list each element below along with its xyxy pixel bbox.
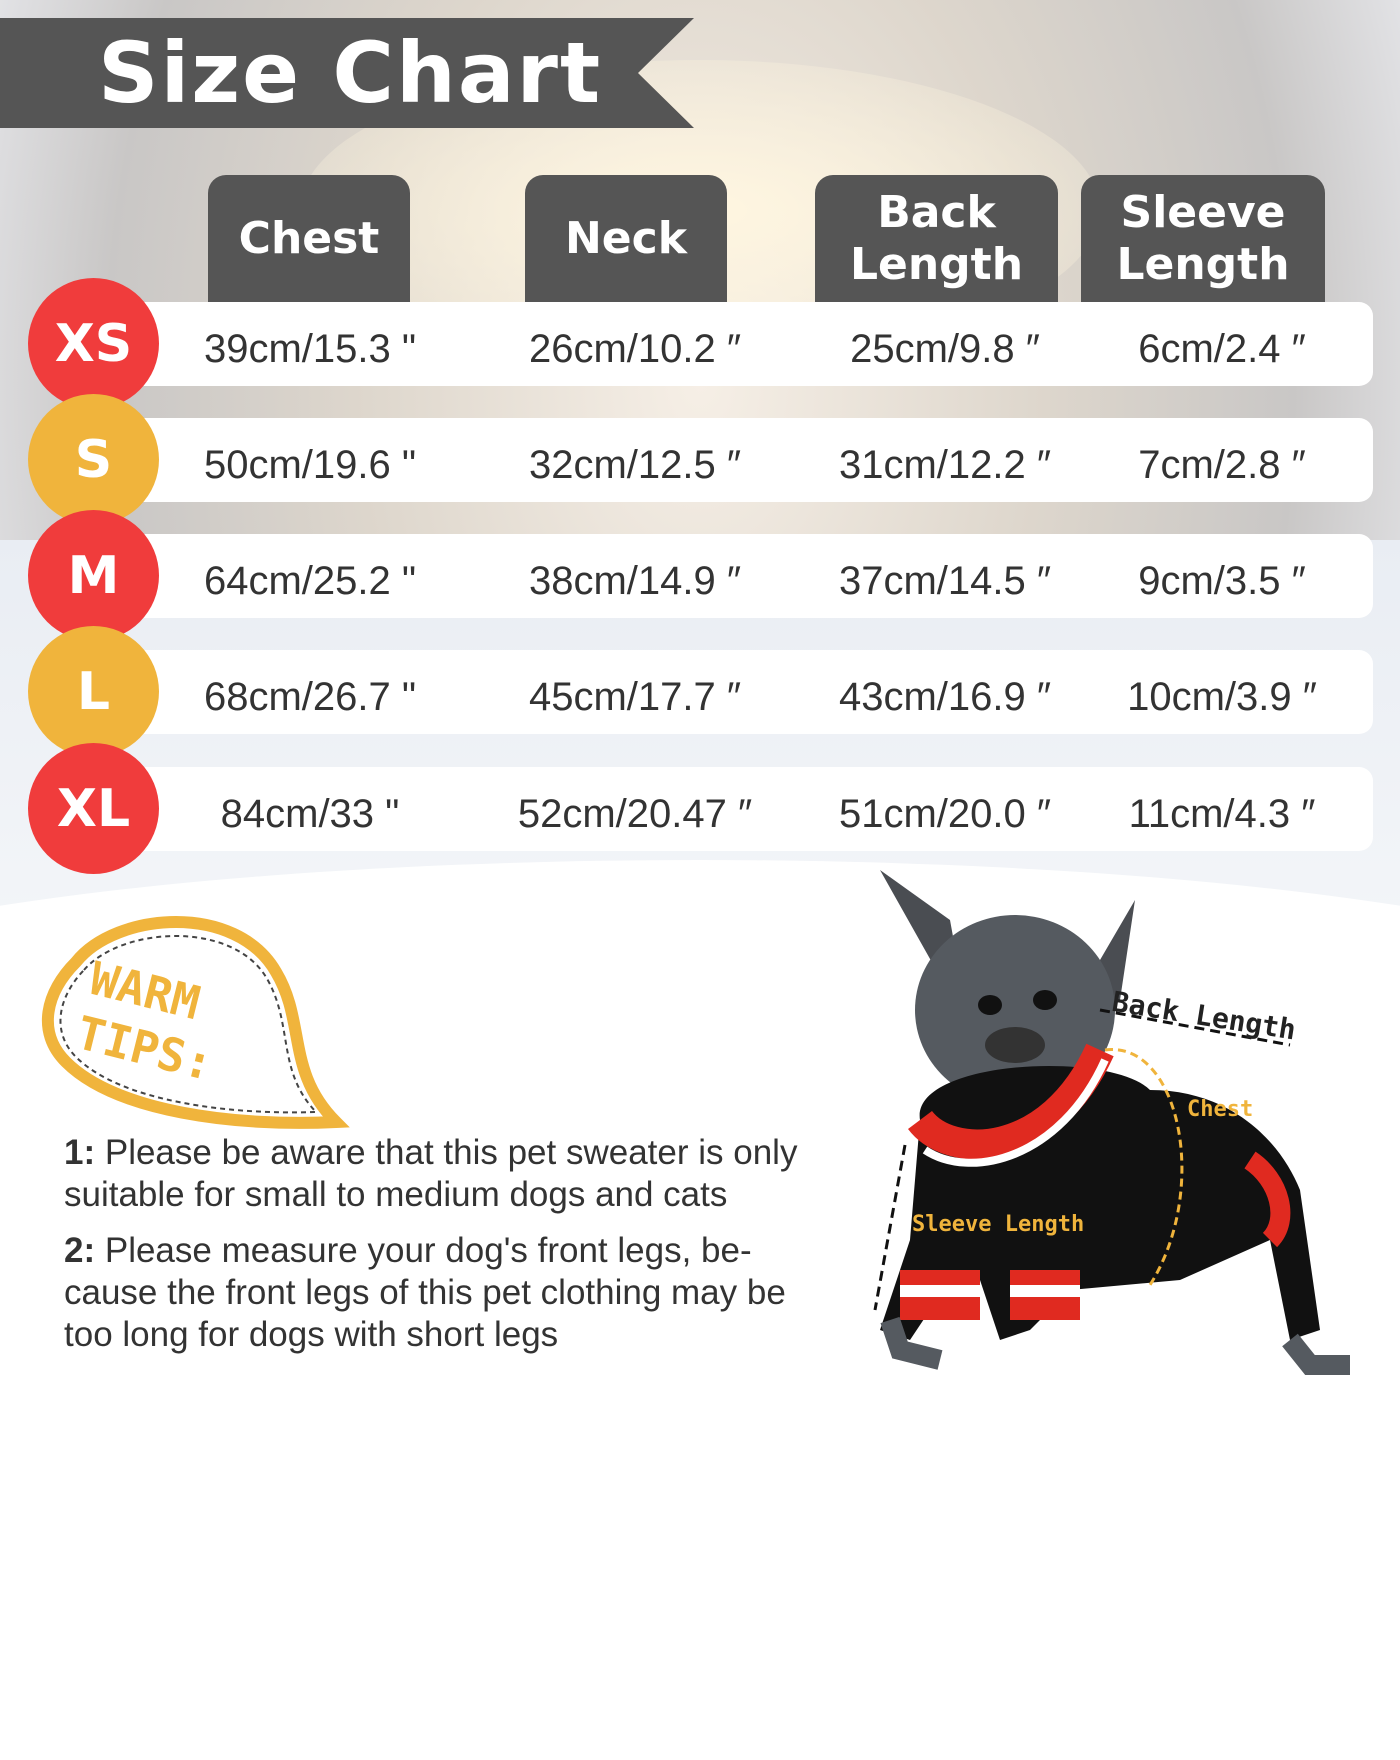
tip-text: Please measure your dog's front legs, be…	[64, 1231, 786, 1354]
table-row-s: 50cm/19.6 " 32cm/12.5 ″ 31cm/12.2 ″ 7cm/2.8…	[140, 418, 1373, 502]
cell-neck: 38cm/14.9 ″	[528, 559, 742, 603]
cell-back-length: 31cm/12.2 ″	[838, 443, 1052, 487]
size-badge-s: S	[28, 394, 159, 525]
tip-1: 1: Please be aware that this pet sweater…	[64, 1132, 854, 1216]
cell-chest: 50cm/19.6 "	[203, 443, 417, 487]
label-sleeve-length: Sleeve Length	[912, 1212, 1085, 1237]
cell-neck: 32cm/12.5 ″	[528, 443, 742, 487]
cell-neck: 45cm/17.7 ″	[528, 675, 742, 719]
table-row-xs: 39cm/15.3 " 26cm/10.2 ″ 25cm/9.8 ″ 6cm/2.4 …	[140, 302, 1373, 386]
table-row-m: 64cm/25.2 " 38cm/14.9 ″ 37cm/14.5 ″ 9cm/3.5…	[140, 534, 1373, 618]
cell-neck: 52cm/20.47 ″	[517, 792, 753, 836]
size-badge-xs: XS	[28, 278, 159, 409]
cell-chest: 64cm/25.2 "	[203, 559, 417, 603]
label-chest: Chest	[1187, 1097, 1254, 1122]
tip-text: Please be aware that this pet sweater is…	[64, 1133, 798, 1214]
tip-2: 2: Please measure your dog's front legs,…	[64, 1230, 824, 1356]
tip-number: 2:	[64, 1231, 96, 1270]
cell-back-length: 51cm/20.0 ″	[838, 792, 1052, 836]
size-badge-xl: XL	[28, 743, 159, 874]
cell-neck: 26cm/10.2 ″	[528, 327, 742, 371]
table-row-xl: 84cm/33 " 52cm/20.47 ″ 51cm/20.0 ″ 11cm/4.3…	[140, 767, 1373, 851]
column-header-neck: Neck	[525, 175, 727, 303]
size-badge-l: L	[28, 626, 159, 757]
cell-back-length: 43cm/16.9 ″	[838, 675, 1052, 719]
cell-chest: 68cm/26.7 "	[203, 675, 417, 719]
column-header-back-length: Back Length	[815, 175, 1058, 303]
column-header-sleeve-length: Sleeve Length	[1081, 175, 1325, 303]
tip-number: 1:	[64, 1133, 96, 1172]
cell-sleeve-length: 6cm/2.4 ″	[1138, 327, 1306, 371]
column-header-chest: Chest	[208, 175, 410, 303]
table-row-l: 68cm/26.7 " 45cm/17.7 ″ 43cm/16.9 ″ 10cm/3.…	[140, 650, 1373, 734]
cell-chest: 39cm/15.3 "	[203, 327, 417, 371]
tips-list: 1: Please be aware that this pet sweater…	[64, 1132, 854, 1356]
speech-bubble-icon	[41, 916, 350, 1129]
dog-in-sweater-illustration	[873, 870, 1350, 1375]
page-title: Size Chart	[98, 24, 603, 122]
title-banner	[0, 18, 694, 128]
cell-chest: 84cm/33 "	[220, 792, 400, 836]
cell-back-length: 37cm/14.5 ″	[838, 559, 1052, 603]
cell-sleeve-length: 9cm/3.5 ″	[1138, 559, 1306, 603]
cell-sleeve-length: 11cm/4.3 ″	[1128, 792, 1316, 836]
size-badge-m: M	[28, 510, 159, 641]
cell-sleeve-length: 7cm/2.8 ″	[1138, 443, 1306, 487]
cell-back-length: 25cm/9.8 ″	[850, 327, 1040, 371]
cell-sleeve-length: 10cm/3.9 ″	[1127, 675, 1317, 719]
